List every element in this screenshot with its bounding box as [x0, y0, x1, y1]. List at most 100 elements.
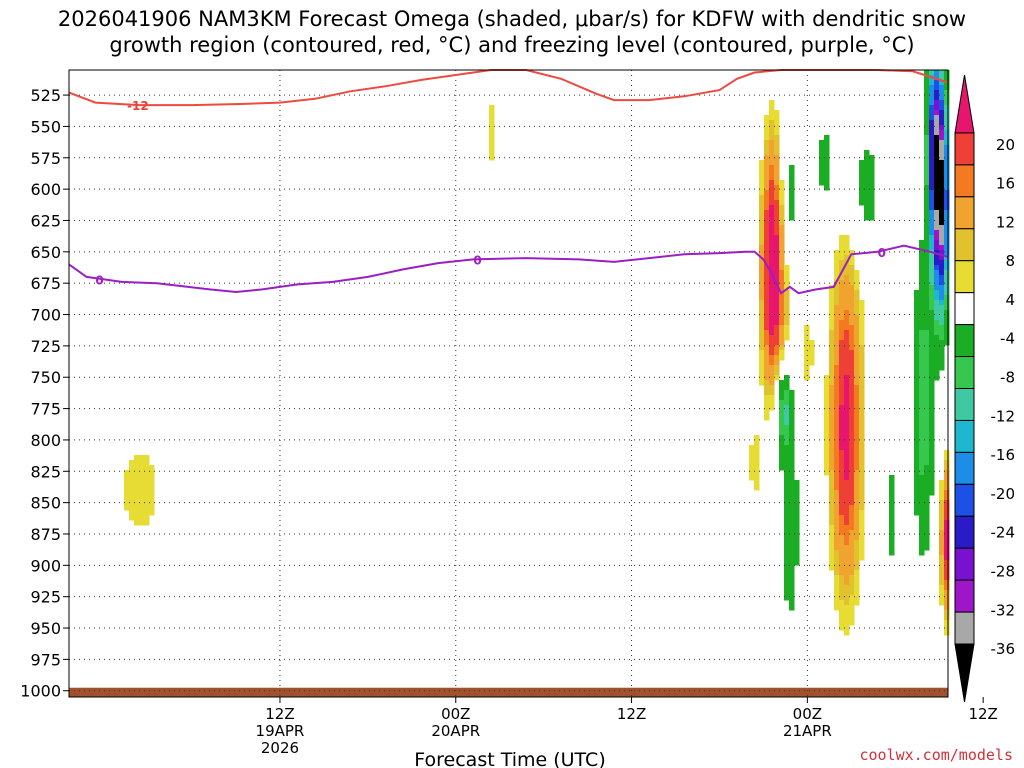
omega-cell [779, 280, 785, 286]
omega-cell [924, 80, 930, 86]
omega-cell [929, 305, 935, 311]
omega-cell [839, 415, 845, 421]
omega-cell [854, 470, 860, 476]
omega-cell [944, 495, 950, 501]
omega-cell [929, 315, 935, 321]
omega-cell [134, 485, 140, 491]
y-tick-label: 725 [30, 337, 61, 356]
omega-cell [829, 305, 835, 311]
omega-cell [849, 350, 855, 356]
omega-cell [939, 90, 945, 96]
omega-cell [919, 515, 925, 521]
omega-cell [919, 510, 925, 516]
omega-cell [774, 290, 780, 296]
omega-cell [779, 220, 785, 226]
omega-cell [889, 495, 895, 501]
omega-cell [919, 495, 925, 501]
omega-cell [789, 480, 795, 486]
omega-cell [834, 365, 840, 371]
omega-cell [779, 400, 785, 406]
omega-cell [934, 340, 940, 346]
omega-cell [859, 365, 865, 371]
omega-cell [764, 295, 770, 301]
omega-cell [889, 500, 895, 506]
omega-cell [844, 545, 850, 551]
omega-cell [769, 370, 775, 376]
omega-cell [829, 400, 835, 406]
omega-cell [764, 145, 770, 151]
omega-cell [859, 300, 865, 306]
omega-cell [934, 335, 940, 341]
omega-cell [859, 190, 865, 196]
omega-cell [934, 215, 940, 221]
omega-cell [924, 140, 930, 146]
omega-cell [844, 370, 850, 376]
omega-cell [939, 265, 945, 271]
omega-cell [779, 305, 785, 311]
dendritic-contour-label: -12 [127, 99, 149, 113]
omega-cell [769, 240, 775, 246]
omega-cell [769, 225, 775, 231]
y-tick-label: 875 [30, 525, 61, 544]
omega-cell [849, 285, 855, 291]
omega-cell [834, 495, 840, 501]
omega-cell [934, 200, 940, 206]
omega-cell [914, 290, 920, 296]
y-tick-label: 600 [30, 180, 61, 199]
omega-cell [939, 305, 945, 311]
omega-cell [929, 220, 935, 226]
omega-cell [859, 165, 865, 171]
omega-cell [844, 605, 850, 611]
omega-cell [784, 570, 790, 576]
omega-cell [829, 560, 835, 566]
omega-cell [764, 245, 770, 251]
omega-cell [929, 445, 935, 451]
omega-cell [919, 455, 925, 461]
omega-cell [839, 485, 845, 491]
omega-cell [834, 315, 840, 321]
omega-cell [759, 185, 765, 191]
omega-cell [794, 555, 800, 561]
omega-cell [924, 395, 930, 401]
omega-cell [759, 195, 765, 201]
omega-cell [849, 370, 855, 376]
omega-cell [784, 590, 790, 596]
omega-cell [774, 150, 780, 156]
omega-cell [759, 170, 765, 176]
omega-cell [939, 500, 945, 506]
omega-cell [804, 335, 810, 341]
omega-cell [944, 220, 950, 226]
omega-cell [929, 225, 935, 231]
omega-cell [939, 140, 945, 146]
omega-cell [749, 465, 755, 471]
omega-cell [849, 570, 855, 576]
omega-cell [834, 400, 840, 406]
omega-cell [914, 465, 920, 471]
omega-cell [854, 450, 860, 456]
omega-cell [834, 310, 840, 316]
omega-cell [919, 535, 925, 541]
omega-cell [784, 290, 790, 296]
omega-cell [919, 480, 925, 486]
omega-cell [794, 545, 800, 551]
omega-cell [939, 525, 945, 531]
omega-cell [789, 395, 795, 401]
omega-cell [789, 425, 795, 431]
omega-cell [849, 620, 855, 626]
omega-cell [144, 505, 150, 511]
omega-cell [924, 385, 930, 391]
omega-cell [844, 520, 850, 526]
freezing-level-label: 0 [473, 253, 481, 267]
omega-cell [869, 165, 875, 171]
omega-cell [844, 270, 850, 276]
omega-cell [849, 310, 855, 316]
omega-cell [844, 500, 850, 506]
omega-cell [849, 510, 855, 516]
omega-cell [134, 505, 140, 511]
omega-cell [844, 240, 850, 246]
x-tick-label: 12Z [968, 705, 997, 723]
omega-cell [829, 490, 835, 496]
omega-cell [924, 115, 930, 121]
omega-cell [914, 490, 920, 496]
omega-cell [934, 130, 940, 136]
